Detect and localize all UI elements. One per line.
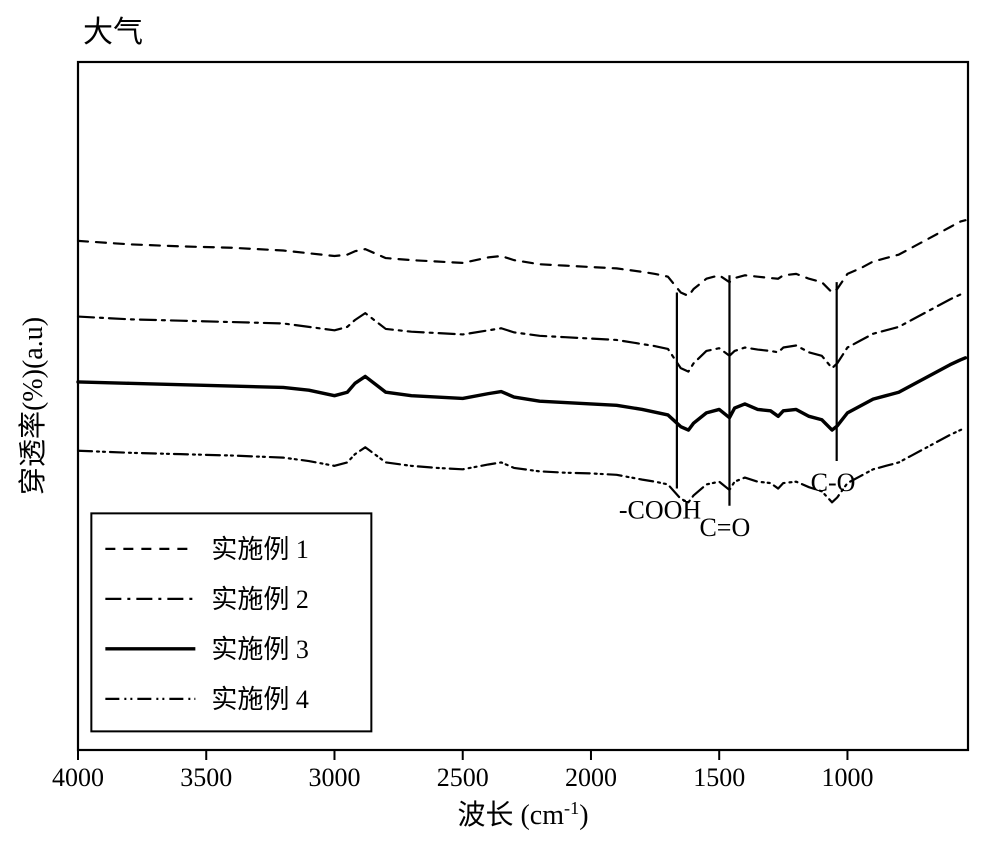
x-tick-label: 2500 (437, 763, 489, 792)
corner-title: 大气 (83, 16, 143, 49)
x-axis-label: 波长 (cm-1) (457, 798, 588, 831)
annotation-label: C-O (811, 468, 856, 497)
chart-container: 大气 4000 3500 3000 2500 2000 1500 1000 波长 (cm-1) 穿… (0, 0, 1000, 849)
x-tick-label: 1500 (693, 763, 745, 792)
legend-label: 实施例 4 (211, 685, 309, 714)
x-tick-label: 3000 (308, 763, 360, 792)
legend-label: 实施例 1 (211, 535, 309, 564)
x-tick-label: 2000 (565, 763, 617, 792)
series-line-3 (78, 358, 965, 430)
legend-label: 实施例 2 (211, 585, 309, 614)
legend: 实施例 1 实施例 2 实施例 3 实施例 4 (91, 513, 371, 731)
legend-label: 实施例 3 (211, 635, 309, 664)
x-tick-label: 3500 (180, 763, 232, 792)
annotation-label: C=O (699, 513, 750, 542)
series-line-1 (78, 220, 965, 296)
chart-svg: 大气 4000 3500 3000 2500 2000 1500 1000 波长 (cm-1) 穿… (0, 0, 1000, 849)
y-axis-label: 穿透率(%)(a.u) (17, 317, 49, 495)
annotation-label: -COOH (619, 496, 702, 525)
x-tick-label: 4000 (52, 763, 104, 792)
x-tick-label: 1000 (821, 763, 873, 792)
series-line-2 (78, 292, 965, 371)
